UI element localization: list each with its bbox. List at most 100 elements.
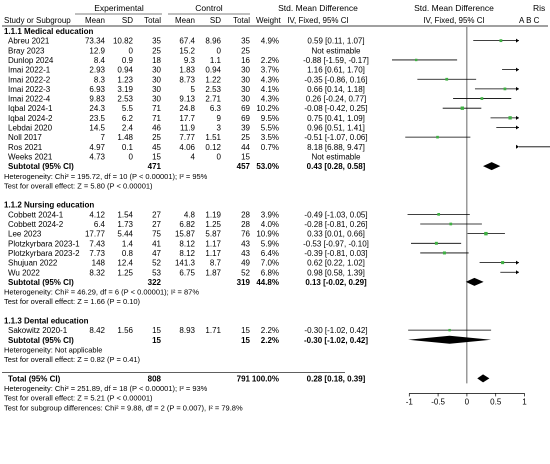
study-row: Weeks 2021 4.73 0 15 4 0 15 Not estimable (8, 152, 361, 161)
study-row: Lee 2023 17.77 5.44 75 15.87 5.87 76 10.9% 0.33 … (8, 230, 365, 239)
cell-c-n: 30 (241, 95, 250, 104)
footnote: Test for overall effect: Z = 0.82 (P = 0… (4, 355, 141, 364)
cell-e-n: 71 (152, 114, 161, 123)
study-row: Shujuan 2022 148 12.4 52 141.3 8.7 49 7.0% 0.62 … (8, 259, 365, 268)
study-label: Imai 2022-4 (8, 95, 51, 104)
cell-ci-text: 0.33 [0.01, 0.66] (307, 230, 365, 239)
study-row: Cobbett 2024-1 4.12 1.54 27 4.8 1.19 28 3.9% -0.… (8, 210, 368, 219)
cell-e-n: 25 (152, 133, 161, 142)
study-label: Cobbett 2024-2 (8, 220, 64, 229)
study-label: Lebdai 2020 (8, 124, 53, 133)
cell-e-sd: 1.48 (117, 133, 133, 142)
cell-c-sd: 3 (217, 124, 222, 133)
study-label: Bray 2023 (8, 46, 45, 55)
subgroup-heading: 1.1.3 Dental education (4, 317, 89, 326)
study-label: Iqbal 2024-1 (8, 104, 53, 113)
study-row: Plotzkyrbara 2023-1 7.43 1.4 41 8.12 1.17 43 5.… (8, 239, 369, 248)
cell-weight: 2.2% (261, 56, 279, 65)
cell-e-mean: 7 (101, 133, 106, 142)
study-row: Bray 2023 12.9 0 25 15.2 0 25 Not estimable (8, 46, 361, 55)
cell-ci-text: Not estimable (312, 152, 361, 161)
study-label: Weeks 2021 (8, 152, 53, 161)
study-square (501, 261, 505, 265)
cell-c-sd: 2.71 (205, 95, 221, 104)
cell-e-n: 52 (152, 259, 161, 268)
cell-e-mean: 2.93 (89, 66, 105, 75)
cell-c-n: 30 (241, 85, 250, 94)
study-square (434, 241, 438, 245)
study-row: Wu 2022 8.32 1.25 53 6.75 1.87 52 6.8% 0.98 [0.5… (8, 268, 365, 277)
study-row: Dunlop 2024 8.4 0.9 18 9.3 1.1 16 2.2% -0.88 [-1… (8, 56, 369, 65)
study-row: Noll 2017 7 1.48 25 7.77 1.51 25 3.5% -0.51 [-1.… (8, 133, 368, 142)
cell-e-n: 30 (152, 85, 161, 94)
cell-c-mean: 9.3 (184, 56, 196, 65)
tick-label: -1 (406, 397, 414, 406)
cell-c-n: 39 (241, 124, 250, 133)
cell-c-mean: 8.12 (179, 239, 195, 248)
cell-e-n: 30 (152, 66, 161, 75)
cell-c-n: 15 (241, 152, 250, 161)
study-label: Imai 2022-3 (8, 85, 51, 94)
subtotal-row: Subtotal (95% CI) 322 319 44.8% 0.13 [-0.02,… (8, 278, 367, 287)
cell-ci-text: 0.59 [0.11, 1.07] (307, 37, 364, 46)
cell-c-sd: 8.7 (210, 259, 222, 268)
study-square (499, 39, 503, 43)
cell-weight: 4.9% (261, 37, 279, 46)
cell-weight: 3.5% (261, 133, 279, 142)
cell-e-n: 25 (152, 46, 161, 55)
cell-c-mean: 11.9 (180, 124, 196, 133)
cell-e-sd: 0 (129, 152, 134, 161)
cell-weight: 3.7% (261, 66, 279, 75)
footnote: Heterogeneity: Chi² = 46.29, df = 6 (P <… (4, 288, 199, 297)
cell-e-sd: 1.54 (117, 210, 133, 219)
header-e-mean: Mean (85, 16, 105, 25)
cell-c-mean: 15.87 (175, 230, 196, 239)
cell-e-n: 30 (152, 95, 161, 104)
cell-e-sd: 1.73 (117, 220, 133, 229)
cell-e-n: 15 (152, 152, 161, 161)
cell-weight: 9.5% (261, 114, 279, 123)
cell-e-sd: 0.8 (122, 249, 134, 258)
cell-c-mean: 1.83 (179, 66, 195, 75)
cell-c-mean: 24.8 (179, 104, 195, 113)
cell-c-mean: 5 (191, 85, 196, 94)
study-label: Shujuan 2022 (8, 259, 58, 268)
cell-e-sd: 6.2 (122, 114, 134, 123)
cell-e-mean: 7.73 (89, 249, 105, 258)
subtotal-row: Subtotal (95% CI) 471 457 53.0% 0.43 [0.28, … (8, 162, 366, 171)
header-plot-method: IV, Fixed, 95% CI (423, 16, 485, 25)
cell-c-sd: 1.1 (210, 56, 222, 65)
header-c-mean: Mean (175, 16, 195, 25)
study-square (445, 77, 449, 81)
cell-e-n: 18 (152, 56, 161, 65)
cell-c-mean: 141.3 (175, 259, 196, 268)
cell-c-sd: 6.3 (210, 104, 222, 113)
cell-ci-text: 0.66 [0.14, 1.18] (307, 85, 365, 94)
cell-ci-text: 0.43 [0.28, 0.58] (307, 162, 366, 171)
cell-c-n: 30 (241, 66, 250, 75)
study-square (448, 328, 451, 332)
cell-c-mean: 6.75 (179, 268, 195, 277)
study-label: Subtotal (95% CI) (8, 162, 74, 171)
cell-c-n: 28 (241, 220, 250, 229)
study-label: Imai 2022-1 (8, 66, 51, 75)
total-row: Total (95% CI) 808 791 100.0% 0.28 [0.18, 0.… (8, 374, 366, 383)
study-row: Cobbett 2024-2 6.4 1.73 27 6.82 1.25 28 4.0% -0.… (8, 220, 368, 229)
cell-c-mean: 6.82 (179, 220, 195, 229)
cell-c-sd: 1.51 (205, 133, 221, 142)
cell-ci-text: -0.51 [-1.07, 0.06] (304, 133, 367, 142)
cell-e-sd: 1.25 (117, 268, 133, 277)
cell-e-n: 15 (152, 326, 161, 335)
subtotal-diamond (483, 162, 501, 171)
cell-c-mean: 4.06 (179, 143, 195, 152)
ci-arrow (516, 115, 519, 120)
cell-weight: 2.2% (261, 326, 279, 335)
cell-e-mean: 148 (92, 259, 106, 268)
cell-c-n: 35 (241, 37, 250, 46)
cell-ci-text: -0.30 [-1.02, 0.42] (304, 326, 367, 335)
cell-ci-text: 0.96 [0.51, 1.41] (307, 124, 365, 133)
cell-c-sd: 0.12 (205, 143, 221, 152)
study-label: Wu 2022 (8, 268, 40, 277)
study-square (436, 135, 439, 139)
cell-e-n: 27 (152, 210, 161, 219)
